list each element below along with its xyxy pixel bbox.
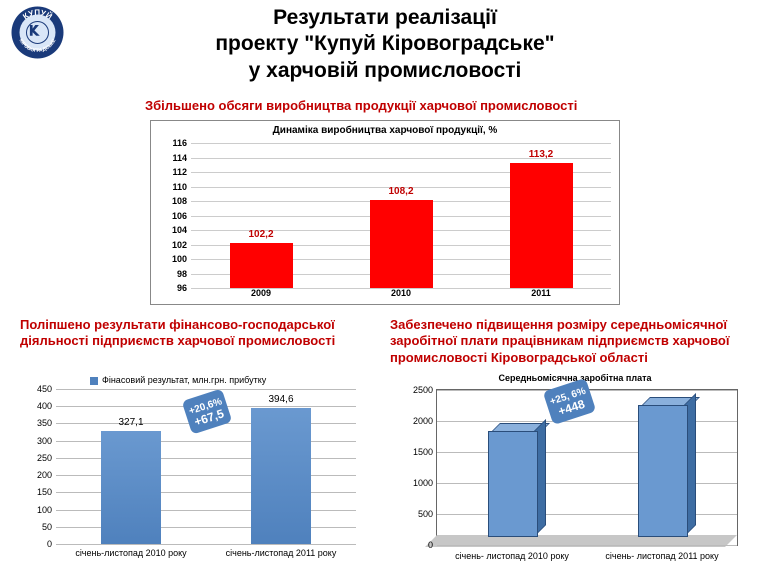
page-title: Результати реалізації проекту "Купуй Кір… bbox=[70, 5, 700, 84]
bar-value-label: 394,6 bbox=[251, 394, 311, 405]
x-tick-label: 2010 bbox=[331, 288, 471, 298]
gridline bbox=[56, 389, 356, 390]
bar: 108,2 bbox=[370, 200, 433, 288]
y-tick-label: 102 bbox=[161, 240, 187, 250]
title-line1: Результати реалізації bbox=[273, 6, 497, 29]
top-chart-plot: 9698100102104106108110112114116102,2108,… bbox=[191, 143, 611, 288]
x-tick-label: січень- листопад 2010 року bbox=[437, 551, 587, 561]
bar: 113,2 bbox=[510, 163, 573, 288]
y-tick-label: 96 bbox=[161, 283, 187, 293]
bottom-right-subtitle: Забезпечено підвищення розміру середньом… bbox=[390, 317, 760, 366]
bottom-left-subtitle: Поліпшено результати фінансово-господарс… bbox=[20, 317, 360, 350]
bar-front-face bbox=[638, 405, 688, 537]
bottom-right-chart: Середньомісячна заробітна плата 05001000… bbox=[400, 373, 750, 568]
gridline bbox=[437, 545, 737, 546]
bar-value-label: 327,1 bbox=[101, 417, 161, 428]
bar-value-label: 108,2 bbox=[370, 186, 433, 197]
title-line2: проекту "Купуй Кіровоградське" bbox=[215, 32, 554, 55]
bar bbox=[638, 407, 686, 537]
x-tick-label: січень- листопад 2011 року bbox=[587, 551, 737, 561]
y-tick-label: 112 bbox=[161, 167, 187, 177]
x-tick-label: 2011 bbox=[471, 288, 611, 298]
bar: 394,6 bbox=[251, 408, 311, 544]
bar-value-label: 113,2 bbox=[510, 149, 573, 160]
y-tick-label: 98 bbox=[161, 269, 187, 279]
top-chart-title: Динаміка виробництва харчової продукції,… bbox=[151, 121, 619, 136]
y-tick-label: 114 bbox=[161, 153, 187, 163]
y-tick-label: 300 bbox=[24, 436, 52, 446]
y-tick-label: 104 bbox=[161, 225, 187, 235]
gridline bbox=[56, 544, 356, 545]
callout: +20,6%+67,5 bbox=[182, 388, 233, 434]
bar: 102,2 bbox=[230, 243, 293, 288]
top-subtitle: Збільшено обсяги виробництва продукції х… bbox=[145, 98, 645, 114]
y-tick-label: 50 bbox=[24, 522, 52, 532]
y-tick-label: 200 bbox=[24, 470, 52, 480]
bar-front-face bbox=[488, 431, 538, 537]
y-tick-label: 150 bbox=[24, 487, 52, 497]
callout: +25, 6%+448 bbox=[543, 378, 597, 425]
y-tick-label: 400 bbox=[24, 401, 52, 411]
logo: КУПУЙ КІРОВОГРАДСЬКЕ bbox=[10, 5, 65, 60]
br-chart-plot: 05001000150020002500січень- листопад 201… bbox=[436, 389, 738, 546]
y-tick-label: 250 bbox=[24, 453, 52, 463]
y-tick-label: 100 bbox=[161, 254, 187, 264]
bar: 327,1 bbox=[101, 431, 161, 544]
x-tick-label: січень-листопад 2010 року bbox=[56, 548, 206, 558]
y-tick-label: 500 bbox=[405, 509, 433, 519]
y-tick-label: 350 bbox=[24, 418, 52, 428]
bl-chart-plot: 050100150200250300350400450327,1січень-л… bbox=[56, 389, 356, 544]
gridline bbox=[191, 143, 611, 144]
y-tick-label: 2500 bbox=[405, 385, 433, 395]
top-chart-xaxis: 200920102011 bbox=[191, 288, 611, 304]
x-tick-label: 2009 bbox=[191, 288, 331, 298]
y-tick-label: 0 bbox=[24, 539, 52, 549]
y-tick-label: 110 bbox=[161, 182, 187, 192]
bl-legend-swatch bbox=[90, 377, 98, 385]
y-tick-label: 100 bbox=[24, 505, 52, 515]
y-tick-label: 1000 bbox=[405, 478, 433, 488]
bar bbox=[488, 433, 536, 537]
bl-chart-legend: Фінасовий результат, млн.грн. прибутку bbox=[90, 375, 266, 385]
title-line3: у харчовій промисловості bbox=[249, 59, 522, 82]
y-tick-label: 1500 bbox=[405, 447, 433, 457]
y-tick-label: 0 bbox=[405, 540, 433, 550]
page-root: КУПУЙ КІРОВОГРАДСЬКЕ Результати реалізац… bbox=[0, 0, 770, 577]
bottom-left-chart: Фінасовий результат, млн.грн. прибутку 0… bbox=[20, 373, 365, 568]
top-chart: Динаміка виробництва харчової продукції,… bbox=[150, 120, 620, 305]
y-tick-label: 108 bbox=[161, 196, 187, 206]
x-tick-label: січень-листопад 2011 року bbox=[206, 548, 356, 558]
y-tick-label: 2000 bbox=[405, 416, 433, 426]
bl-legend-text: Фінасовий результат, млн.грн. прибутку bbox=[102, 375, 266, 385]
y-tick-label: 450 bbox=[24, 384, 52, 394]
y-tick-label: 116 bbox=[161, 138, 187, 148]
bar-value-label: 102,2 bbox=[230, 229, 293, 240]
y-tick-label: 106 bbox=[161, 211, 187, 221]
